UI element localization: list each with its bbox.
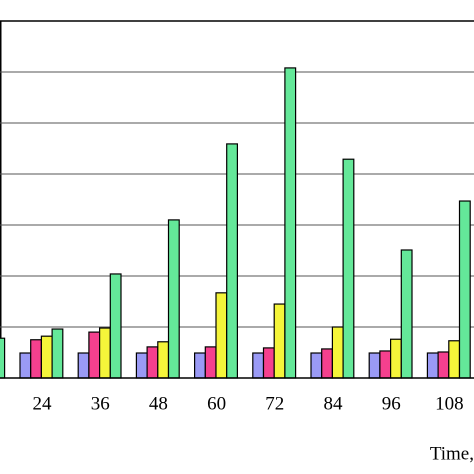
bar	[98, 327, 111, 379]
bar	[135, 352, 148, 379]
bar	[226, 143, 238, 379]
bar	[146, 346, 159, 379]
bar	[426, 352, 439, 379]
bar	[167, 219, 180, 379]
bar	[262, 347, 275, 379]
x-tick-label: 96	[382, 393, 401, 414]
x-tick-label: 108	[435, 393, 464, 414]
bar	[204, 346, 217, 379]
x-tick-label: 24	[33, 393, 53, 414]
bar	[157, 341, 170, 379]
bar	[284, 67, 297, 379]
bar	[321, 348, 334, 379]
bar	[252, 352, 265, 379]
x-tick-label: 36	[91, 393, 110, 414]
bar	[390, 338, 402, 379]
bar	[448, 340, 461, 379]
bar	[273, 303, 286, 379]
bar	[77, 352, 90, 379]
bar	[40, 335, 53, 379]
x-tick-label: 48	[149, 393, 168, 414]
bar	[379, 350, 392, 379]
bar	[215, 292, 228, 379]
bar	[310, 352, 323, 379]
x-tick-label: 60	[207, 393, 226, 414]
bar	[19, 352, 32, 379]
bar	[51, 328, 64, 379]
bar	[331, 326, 344, 379]
bar	[88, 331, 101, 379]
x-tick-label: 84	[324, 393, 344, 414]
x-axis-label: Time,	[430, 443, 474, 464]
bar	[368, 352, 381, 379]
bar	[342, 158, 355, 379]
bar	[194, 352, 206, 379]
bar	[0, 337, 6, 379]
bar	[458, 200, 471, 379]
x-tick-label: 72	[265, 393, 284, 414]
bar	[400, 249, 413, 379]
bar	[30, 339, 43, 379]
bar	[437, 351, 450, 379]
bar	[109, 273, 122, 379]
